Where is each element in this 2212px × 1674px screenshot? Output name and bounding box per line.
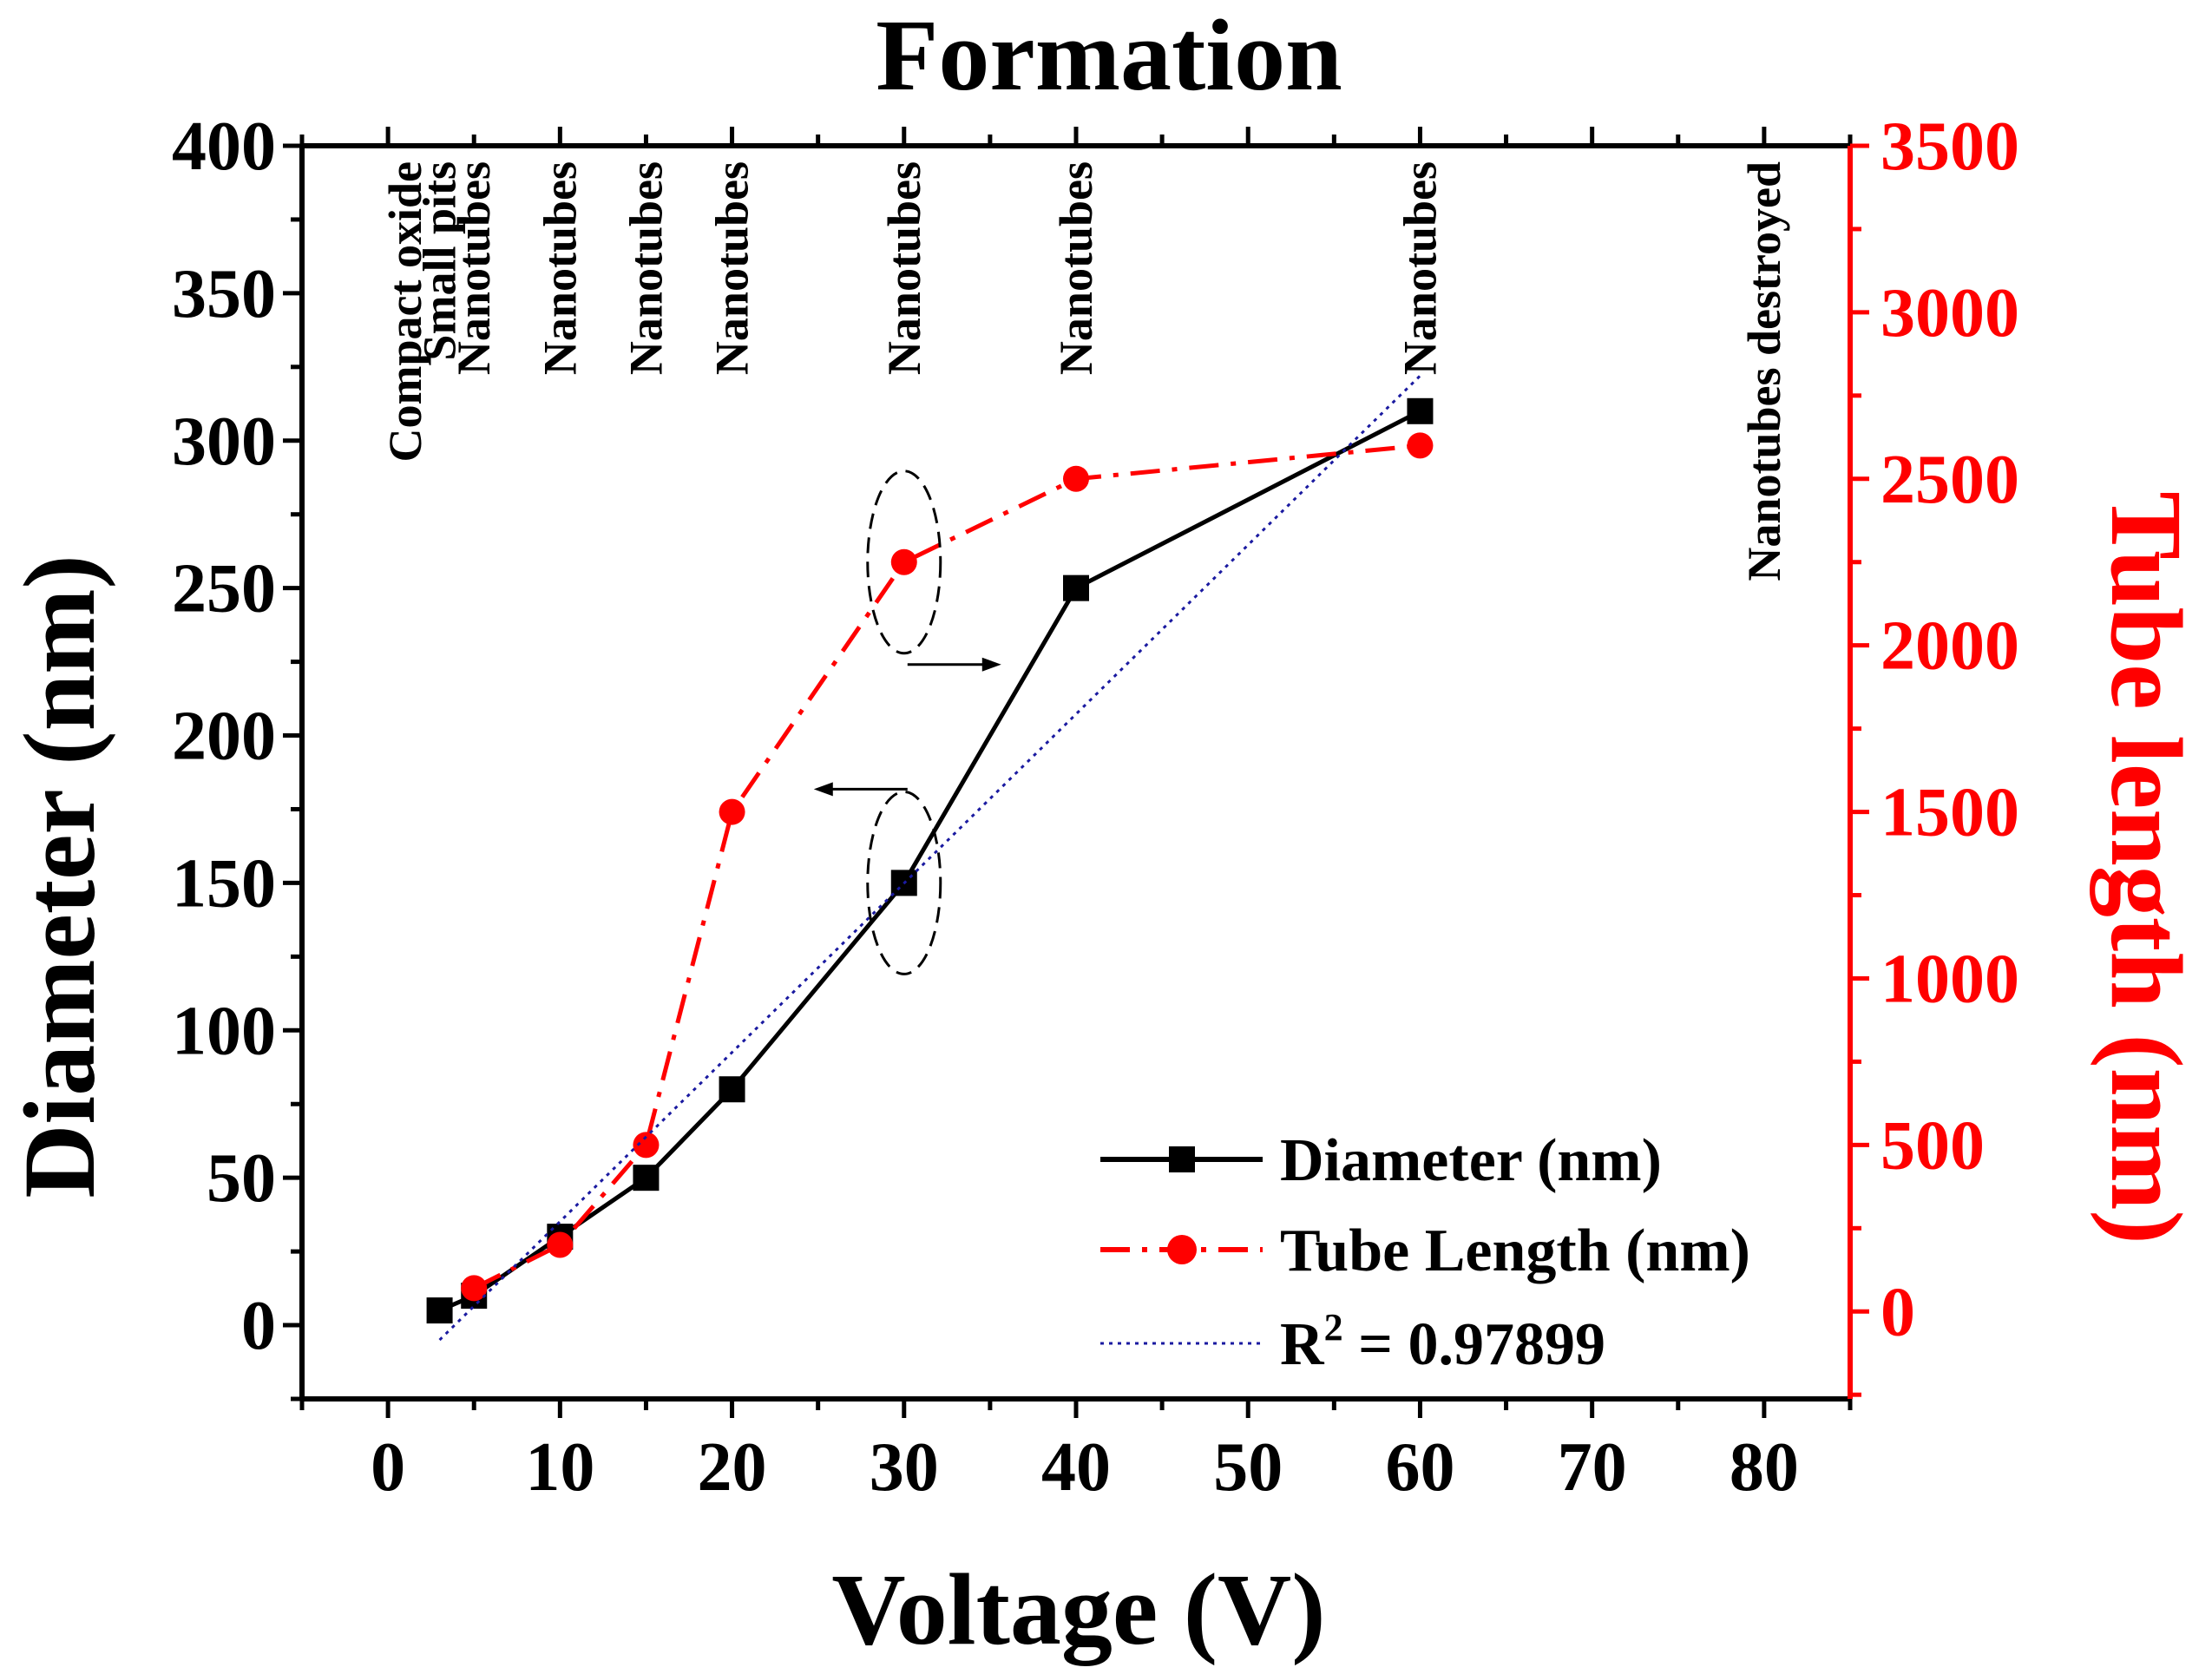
annotation-label: Nanotubes: [1394, 161, 1446, 375]
x-axis-title: Voltage (V): [831, 1553, 1325, 1666]
y-tick-label: 200: [172, 699, 276, 775]
y-axis-title: Diameter (nm): [3, 555, 116, 1198]
axis-indicators: [813, 469, 1001, 975]
x-tick-label: 80: [1730, 1429, 1799, 1506]
y-tick-label: 250: [172, 551, 276, 627]
series-line: [438, 409, 1421, 1313]
y2-axis-title: Tube length (nm): [2090, 491, 2203, 1244]
legend-fit-superscript: 2: [1324, 1306, 1343, 1349]
legend-fit-value: = 0.97899: [1343, 1311, 1605, 1378]
legend-length-marker: [1167, 1235, 1197, 1264]
legend-diameter-label: Diameter (nm): [1280, 1127, 1662, 1194]
series-line: [438, 374, 1421, 1342]
tube-length-point: [1063, 465, 1089, 492]
y2-tick-label: 2000: [1881, 608, 2019, 685]
y2-tick-label: 2500: [1881, 442, 2019, 518]
annotation-label: Nanotubes: [448, 161, 500, 375]
annotation-label: Compact oxide: [379, 161, 431, 462]
y-tick-label: 400: [172, 108, 276, 185]
tube-length-point: [1407, 432, 1434, 459]
diameter-point: [426, 1297, 453, 1324]
x-tick-label: 40: [1041, 1429, 1111, 1506]
annotation-label: Small pits: [414, 161, 466, 361]
y-tick-label: 300: [172, 404, 276, 480]
tube-length-point: [547, 1231, 574, 1258]
x-tick-label: 50: [1213, 1429, 1283, 1506]
diameter-point: [633, 1165, 660, 1191]
x-tick-label: 70: [1558, 1429, 1627, 1506]
annotation-label: Nanotubes: [706, 161, 758, 375]
series-line: [473, 443, 1421, 1290]
diameter-point: [719, 1076, 745, 1103]
annotation-label: Nanotubes: [620, 161, 672, 375]
y-tick-label: 50: [207, 1140, 276, 1217]
legend-diameter-marker: [1169, 1146, 1195, 1172]
legend-fit-label: R2 = 0.97899: [1280, 1306, 1605, 1378]
y2-tick-label: 3000: [1881, 275, 2019, 351]
legend-length-label: Tube Length (nm): [1280, 1218, 1750, 1284]
series: [426, 374, 1434, 1342]
tube-length-point: [890, 548, 917, 575]
y2-tick-label: 3500: [1881, 108, 2019, 185]
left-arrow-head: [813, 782, 833, 797]
chart-title: Formation: [876, 0, 1342, 112]
diameter-point: [1407, 397, 1434, 424]
y-tick-label: 150: [172, 845, 276, 922]
tube-length-point: [719, 798, 745, 825]
y2-tick-label: 0: [1881, 1274, 1915, 1350]
length-ellipse: [866, 469, 942, 655]
y2-tick-label: 1000: [1881, 941, 2019, 1017]
annotation-label: Nanotubes: [1050, 161, 1102, 375]
annotation-label: Nanotubes destroyed: [1738, 161, 1790, 581]
x-tick-label: 20: [698, 1429, 767, 1506]
legend-fit-r: R: [1280, 1311, 1325, 1378]
annotation-label: Nanotubes: [534, 161, 586, 375]
y-tick-label: 350: [172, 256, 276, 332]
y-tick-label: 100: [172, 993, 276, 1069]
diameter-point: [1063, 574, 1089, 601]
legend: Diameter (nm) Tube Length (nm) R2 = 0.97…: [1100, 1127, 1750, 1378]
x-tick-label: 60: [1385, 1429, 1454, 1506]
x-tick-label: 30: [870, 1429, 939, 1506]
y2-tick-label: 500: [1881, 1107, 1985, 1184]
right-arrow-head: [981, 657, 1001, 672]
x-tick-label: 10: [525, 1429, 594, 1506]
ticks: 0 10 20 30 40 50 60 70 8005010015020025030035040…: [172, 108, 2019, 1506]
y2-tick-label: 1500: [1881, 775, 2019, 851]
tube-length-point: [461, 1275, 488, 1302]
y-tick-label: 0: [241, 1288, 276, 1364]
tube-length-point: [633, 1132, 660, 1159]
x-tick-label: 0: [371, 1429, 405, 1506]
diameter-ellipse: [866, 790, 942, 975]
annotation-label: Nanotubes: [878, 161, 930, 375]
